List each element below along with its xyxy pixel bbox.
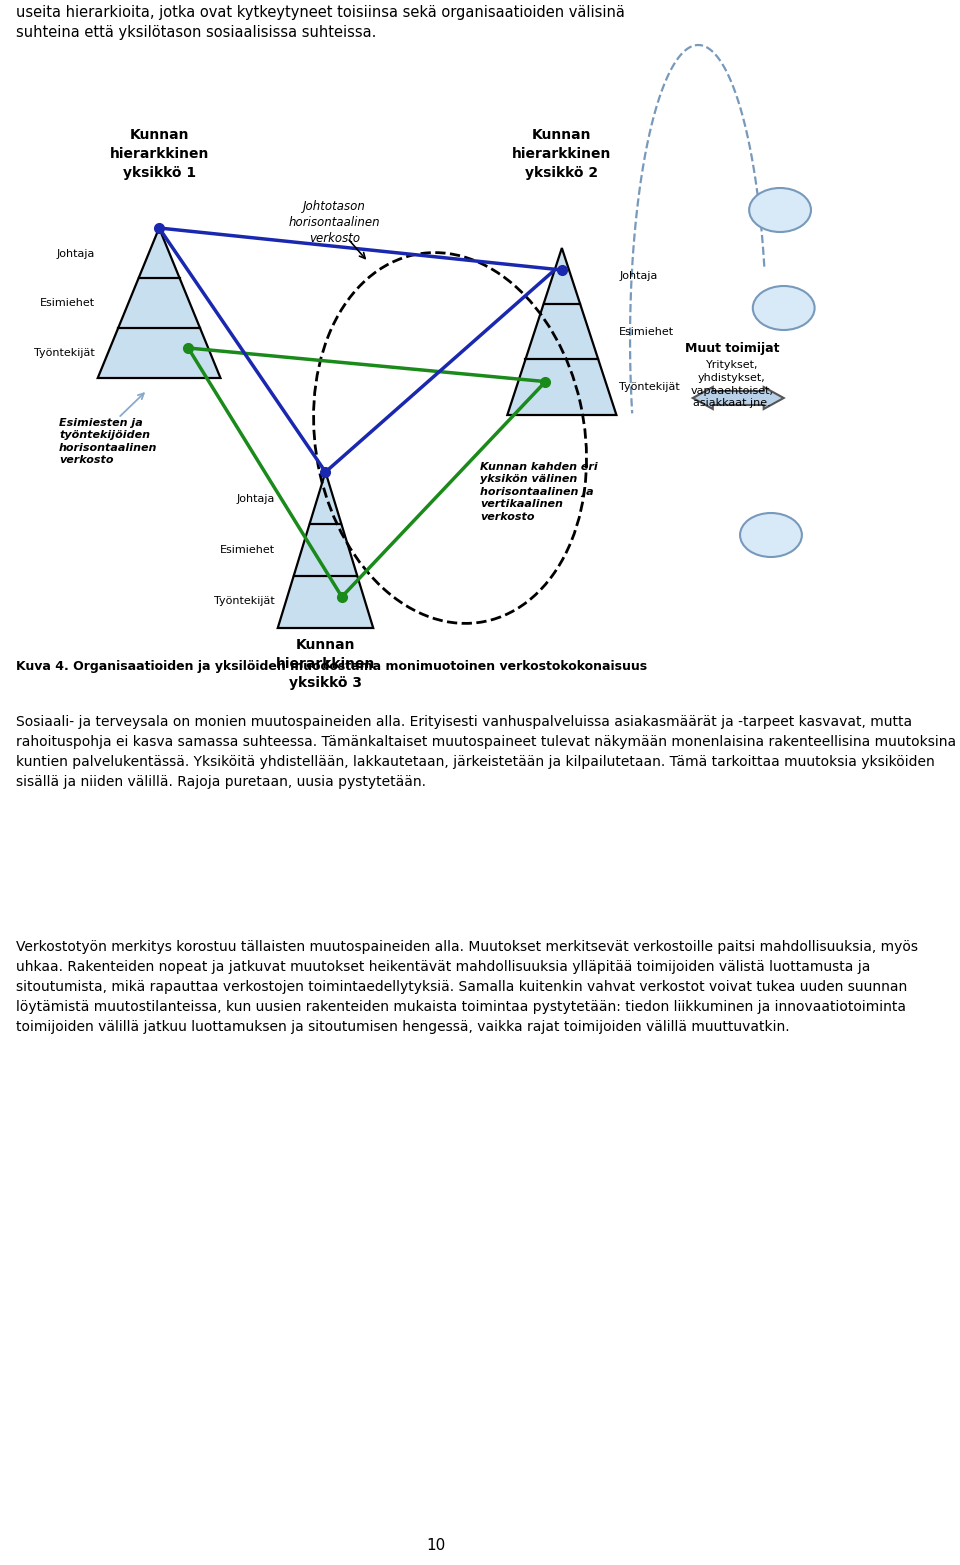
Text: Esimiehet: Esimiehet xyxy=(40,297,95,308)
Polygon shape xyxy=(693,387,783,408)
Text: Sosiaali- ja terveysala on monien muutospaineiden alla. Erityisesti vanhuspalvel: Sosiaali- ja terveysala on monien muutos… xyxy=(16,715,956,789)
Text: 10: 10 xyxy=(427,1538,446,1552)
Text: Johtaja: Johtaja xyxy=(619,271,658,282)
Text: Esimiehet: Esimiehet xyxy=(619,327,674,336)
Text: Verkostotyön merkitys korostuu tällaisten muutospaineiden alla. Muutokset merkit: Verkostotyön merkitys korostuu tällaiste… xyxy=(16,941,919,1034)
Text: Kunnan kahden eri
yksikön välinen
horisontaalinen ja
vertikaalinen
verkosto: Kunnan kahden eri yksikön välinen horiso… xyxy=(480,462,598,521)
Text: Esimiehet: Esimiehet xyxy=(220,545,275,556)
Polygon shape xyxy=(98,228,221,379)
Text: Johtotason
horisontaalinen
verkosto: Johtotason horisontaalinen verkosto xyxy=(289,200,380,246)
Text: Johtaja: Johtaja xyxy=(237,493,275,504)
Text: Kunnan
hierarkkinen
yksikkö 3: Kunnan hierarkkinen yksikkö 3 xyxy=(276,639,375,690)
Polygon shape xyxy=(507,247,616,415)
Ellipse shape xyxy=(740,513,802,557)
Polygon shape xyxy=(277,473,373,628)
Text: Yritykset,
yhdistykset,
vapaaehtoiset,
asiakkaat jne.: Yritykset, yhdistykset, vapaaehtoiset, a… xyxy=(690,360,774,408)
Text: Työntekijät: Työntekijät xyxy=(619,382,680,391)
Text: Työntekijät: Työntekijät xyxy=(35,347,95,357)
Text: Kunnan
hierarkkinen
yksikkö 1: Kunnan hierarkkinen yksikkö 1 xyxy=(109,128,208,180)
Ellipse shape xyxy=(753,286,815,330)
Text: Kuva 4. Organisaatioiden ja yksilöiden muodostama monimuotoinen verkostokokonais: Kuva 4. Organisaatioiden ja yksilöiden m… xyxy=(16,660,647,673)
Ellipse shape xyxy=(749,188,811,232)
Text: Kunnan
hierarkkinen
yksikkö 2: Kunnan hierarkkinen yksikkö 2 xyxy=(513,128,612,180)
Text: Työntekijät: Työntekijät xyxy=(214,596,275,607)
Text: Esimiesten ja
työntekijöiden
horisontaalinen
verkosto: Esimiesten ja työntekijöiden horisontaal… xyxy=(60,418,157,465)
Text: Johtaja: Johtaja xyxy=(57,249,95,258)
Text: useita hierarkioita, jotka ovat kytkeytyneet toisiinsa sekä organisaatioiden väl: useita hierarkioita, jotka ovat kytkeyty… xyxy=(16,5,625,41)
Text: Muut toimijat: Muut toimijat xyxy=(684,343,780,355)
